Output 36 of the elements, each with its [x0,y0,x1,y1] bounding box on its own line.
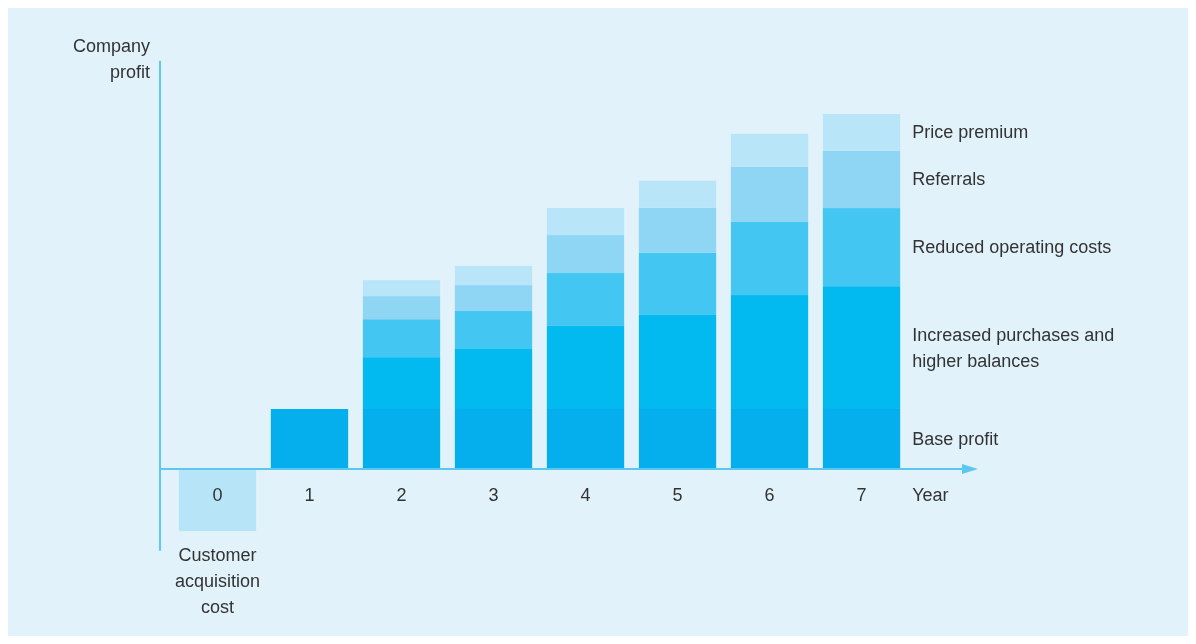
bar [454,311,533,350]
bar [362,296,441,320]
bar [638,180,717,208]
bar [178,469,257,532]
series-label: Increased purchases and higher balances [912,324,1115,371]
series-label: Reduced operating costs [912,237,1112,258]
x-tick-label: 4 [580,485,591,505]
x-axis-title: Year [912,485,949,505]
bar [546,273,625,326]
bar [822,208,901,287]
bar [454,265,533,286]
series-label: Referrals [912,169,986,190]
bar [822,150,901,209]
bar [362,280,441,297]
series-label: Price premium [912,122,1029,143]
x-tick-label: 3 [488,485,499,505]
y-axis-title: Company profit [72,36,150,82]
x-tick-label: 2 [396,485,407,505]
bar [638,207,717,253]
x-tick-label: 1 [304,485,315,505]
series-label: Base profit [912,429,999,449]
x-tick-label: 6 [764,485,775,505]
bar [730,166,809,222]
x-tick-label: 7 [856,485,867,505]
bar [270,409,349,469]
bar [454,285,533,312]
x-tick-label: 5 [672,485,683,505]
series-label: Customer acquisition cost [174,545,261,618]
x-tick-label: 0 [212,485,223,505]
bar [362,319,441,358]
bar [546,208,625,236]
bar [730,133,809,167]
bar [730,221,809,296]
bar [822,114,901,151]
bar [546,235,625,274]
bar [638,252,717,315]
